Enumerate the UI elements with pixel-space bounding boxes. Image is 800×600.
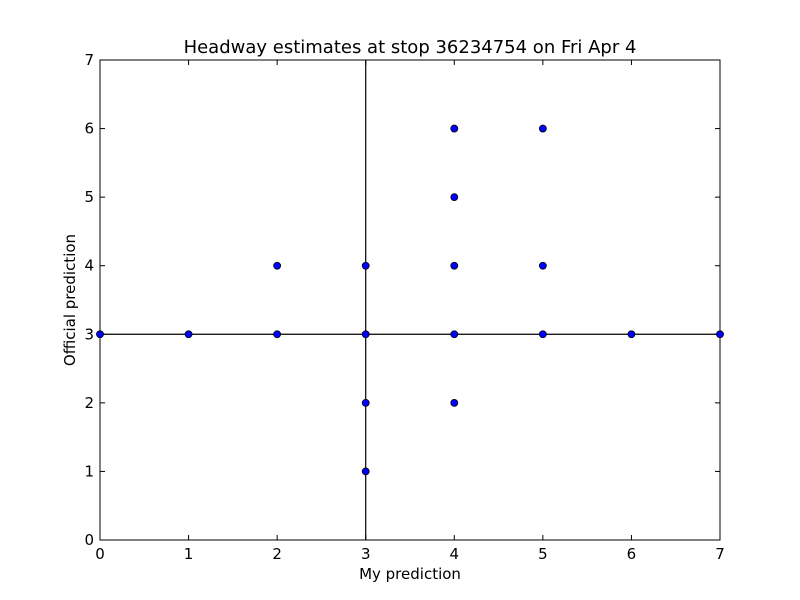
y-tick-label: 7 (84, 51, 94, 69)
data-point (538, 124, 547, 133)
y-tick-label: 2 (84, 394, 94, 412)
y-tick-label: 3 (84, 325, 94, 343)
data-point (96, 330, 104, 339)
y-tick-label: 4 (84, 257, 94, 275)
chart-title: Headway estimates at stop 36234754 on Fr… (184, 37, 637, 58)
x-tick-label: 0 (95, 545, 105, 563)
plot-frame (99, 59, 721, 541)
data-point (361, 261, 370, 270)
x-tick-label: 6 (627, 545, 637, 563)
data-point (273, 330, 282, 339)
y-tick-label: 1 (84, 462, 94, 480)
data-point (450, 193, 459, 202)
x-tick-label: 7 (715, 545, 725, 563)
data-point (716, 330, 724, 339)
data-point (450, 124, 459, 133)
x-axis-label: My prediction (359, 565, 461, 583)
data-point (627, 330, 636, 339)
data-point (184, 330, 193, 339)
y-axis-label: Official prediction (61, 234, 79, 366)
data-point (361, 398, 370, 407)
x-tick-label: 3 (361, 545, 371, 563)
y-tick-label: 6 (84, 120, 94, 138)
data-point (538, 261, 547, 270)
x-tick-label: 2 (272, 545, 282, 563)
data-point (450, 330, 459, 339)
y-tick-label: 0 (84, 531, 94, 549)
data-point (450, 398, 459, 407)
y-tick-label: 5 (84, 188, 94, 206)
data-point (450, 261, 459, 270)
data-point (273, 261, 282, 270)
x-tick-label: 4 (450, 545, 460, 563)
data-point (538, 330, 547, 339)
x-tick-label: 1 (184, 545, 194, 563)
data-point (361, 467, 370, 476)
data-point (361, 330, 370, 339)
plot-area: 0 1 2 3 4 5 6 7 0 1 2 3 4 5 6 7 (84, 51, 724, 563)
x-tick-label: 5 (538, 545, 548, 563)
